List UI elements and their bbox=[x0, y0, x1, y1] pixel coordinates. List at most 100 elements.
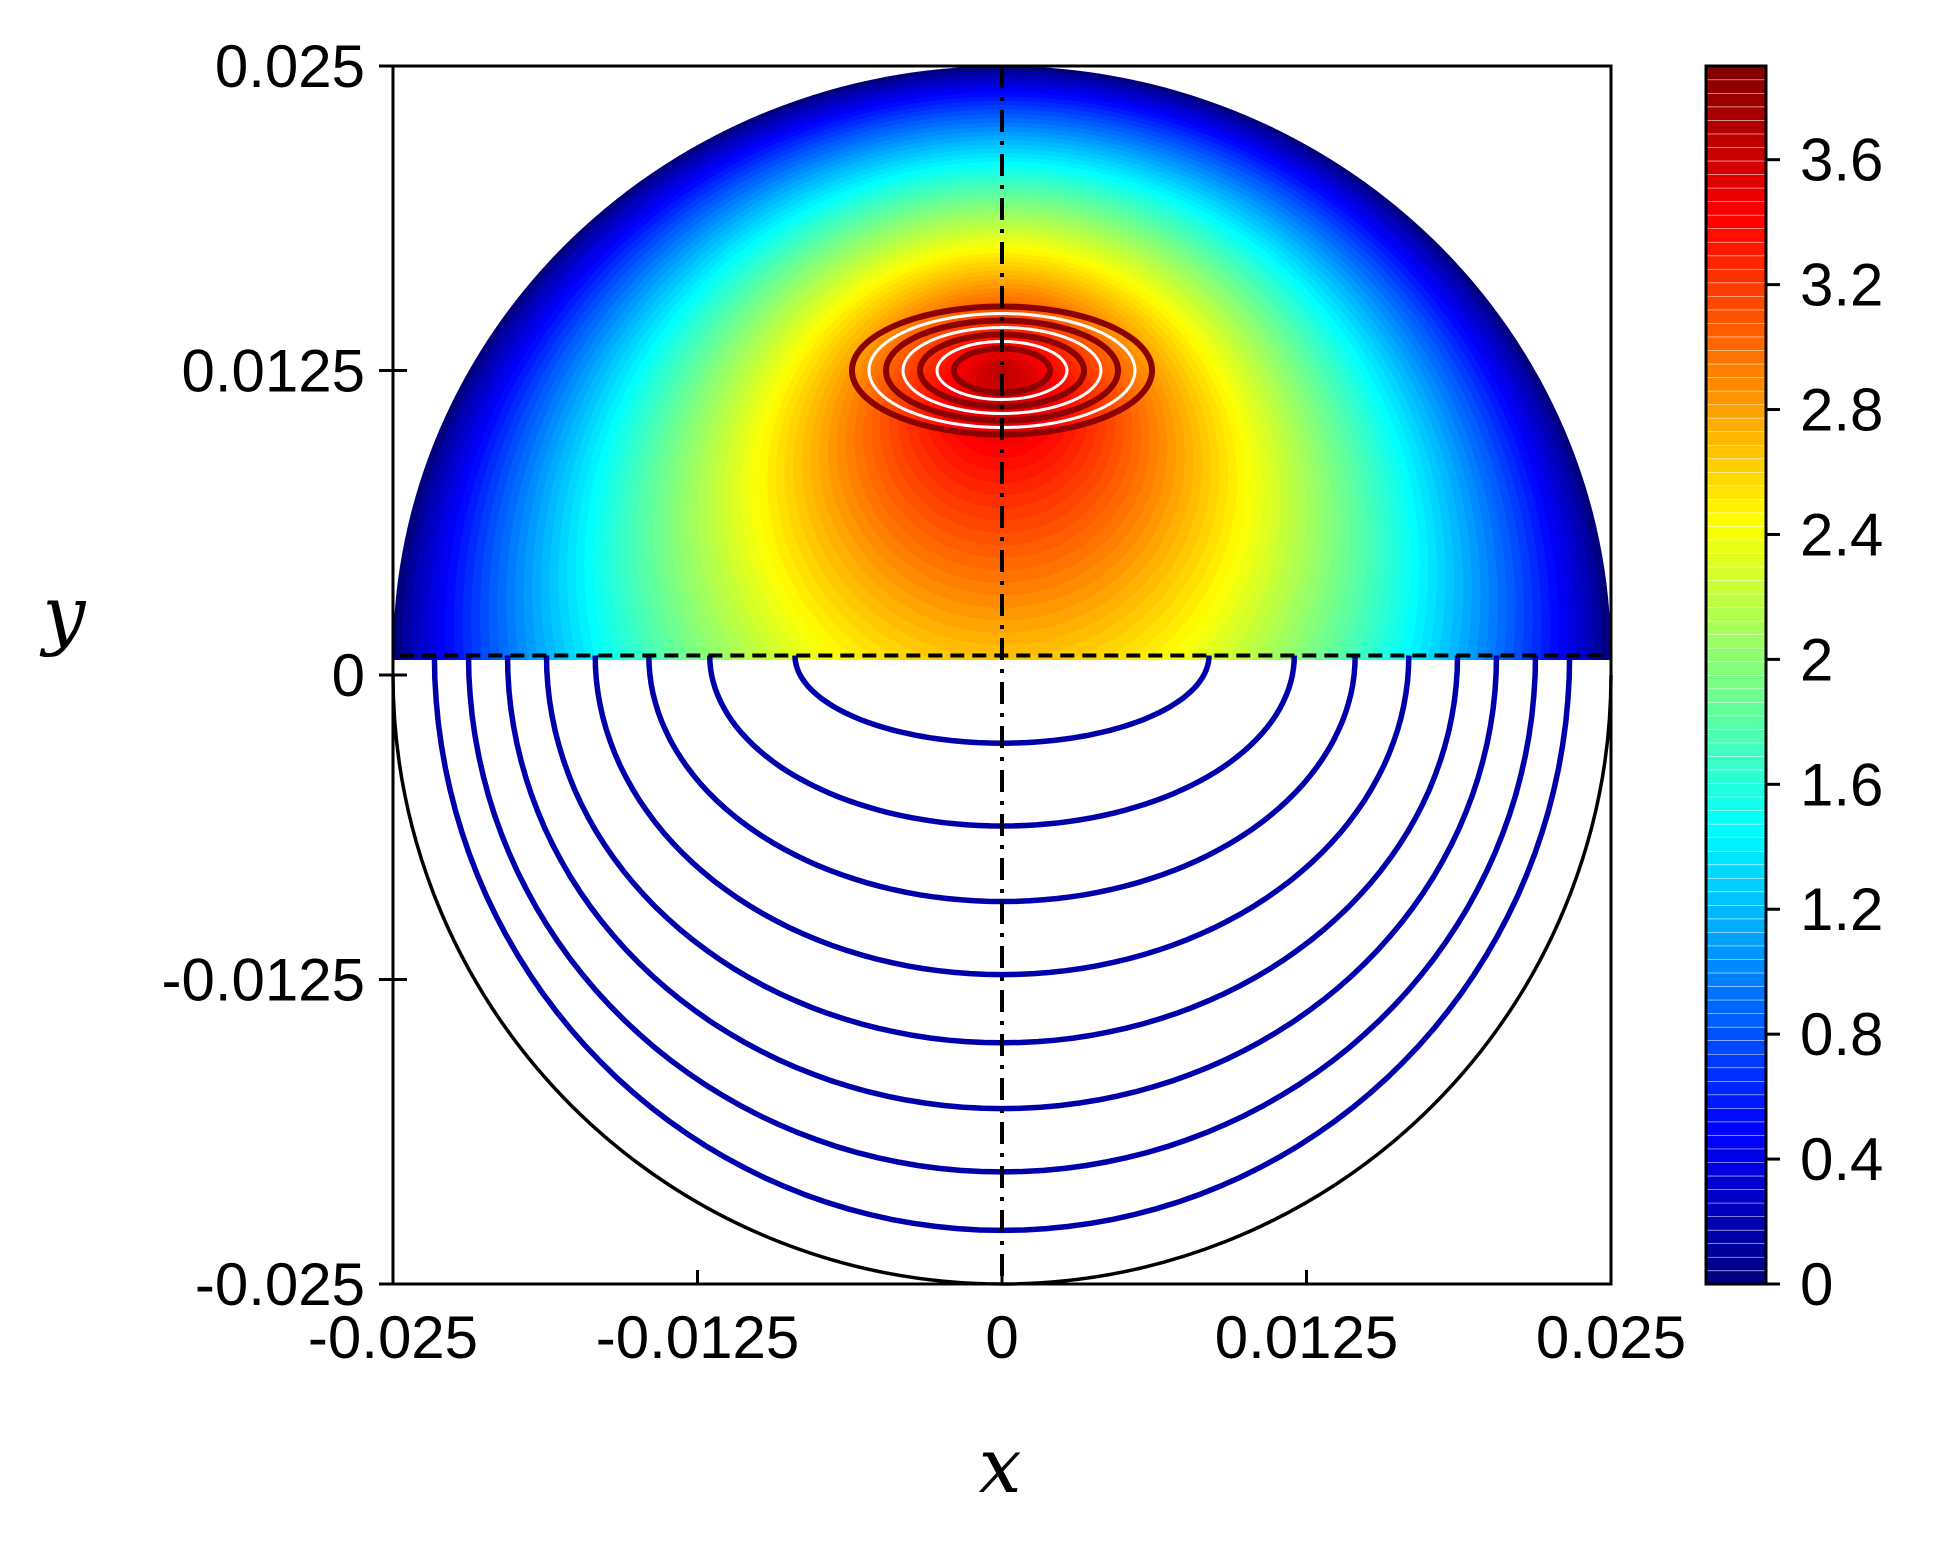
colorbar-level bbox=[1706, 634, 1766, 648]
x-tick-label: -0.0125 bbox=[596, 1304, 800, 1371]
colorbar-level bbox=[1706, 377, 1766, 391]
colorbar-level bbox=[1706, 228, 1766, 242]
colorbar-level bbox=[1706, 147, 1766, 161]
colorbar-level bbox=[1706, 850, 1766, 865]
colorbar-level bbox=[1706, 905, 1766, 919]
colorbar-level bbox=[1706, 945, 1766, 960]
colorbar-level bbox=[1706, 742, 1766, 757]
colorbar-level bbox=[1706, 715, 1766, 730]
colorbar-tick-label: 0.8 bbox=[1800, 1001, 1883, 1068]
colorbar-level bbox=[1706, 702, 1766, 716]
colorbar-level bbox=[1706, 864, 1766, 878]
colorbar-level bbox=[1706, 593, 1766, 608]
colorbar-level bbox=[1706, 66, 1766, 80]
colorbar-level bbox=[1706, 756, 1766, 770]
colorbar-level bbox=[1706, 783, 1766, 797]
colorbar-level bbox=[1706, 986, 1766, 1000]
colorbar-level bbox=[1706, 133, 1766, 148]
x-tick-label: 0.0125 bbox=[1215, 1304, 1399, 1371]
colorbar-level bbox=[1706, 214, 1766, 229]
colorbar-tick-label: 0.4 bbox=[1800, 1126, 1883, 1193]
colorbar-level bbox=[1706, 241, 1766, 256]
colorbar-tick-label: 3.2 bbox=[1800, 252, 1883, 319]
colorbar-level bbox=[1706, 363, 1766, 378]
colorbar-level bbox=[1706, 1175, 1766, 1190]
colorbar-level bbox=[1706, 769, 1766, 784]
colorbar-level bbox=[1706, 620, 1766, 635]
colorbar-level bbox=[1706, 1081, 1766, 1095]
colorbar-level bbox=[1706, 431, 1766, 445]
lower-contour-line bbox=[504, 655, 1500, 1112]
colorbar-level bbox=[1706, 296, 1766, 310]
colorbar-level bbox=[1706, 1135, 1766, 1149]
colorbar-level bbox=[1706, 972, 1766, 987]
colorbar-tick-label: 1.2 bbox=[1800, 876, 1883, 943]
colorbar bbox=[1704, 64, 1768, 1286]
colorbar-level bbox=[1706, 810, 1766, 824]
colorbar-level bbox=[1706, 404, 1766, 418]
colorbar-level bbox=[1706, 269, 1766, 283]
colorbar-level bbox=[1706, 120, 1766, 134]
x-tick-label: 0 bbox=[985, 1304, 1018, 1371]
colorbar-level bbox=[1706, 336, 1766, 351]
x-tick-label: 0.025 bbox=[1536, 1304, 1686, 1371]
colorbar-level bbox=[1706, 390, 1766, 405]
colorbar-level bbox=[1706, 661, 1766, 675]
y-tick-label: -0.025 bbox=[195, 1251, 365, 1318]
upper-half-filled-contours bbox=[393, 66, 1611, 660]
colorbar-level bbox=[1706, 499, 1766, 513]
colorbar-tick-label: 2.4 bbox=[1800, 501, 1883, 568]
colorbar-level bbox=[1706, 729, 1766, 743]
colorbar-level bbox=[1706, 309, 1766, 324]
colorbar-level bbox=[1706, 1216, 1766, 1230]
peak-contour-ring bbox=[901, 326, 1103, 415]
colorbar-frame bbox=[1704, 64, 1768, 1286]
colorbar-level bbox=[1706, 823, 1766, 838]
colorbar-level bbox=[1706, 796, 1766, 811]
colorbar-level bbox=[1706, 932, 1766, 946]
colorbar-level bbox=[1706, 1040, 1766, 1054]
colorbar-level bbox=[1706, 566, 1766, 581]
y-axis-ticks: -0.025 -0.0125 0 0.0125 0.025 bbox=[162, 33, 407, 1318]
colorbar-level bbox=[1706, 1270, 1766, 1284]
x-axis-label: x bbox=[979, 1421, 1022, 1510]
colorbar-tick-label: 2.8 bbox=[1800, 377, 1883, 444]
colorbar-level bbox=[1706, 1121, 1766, 1136]
colorbar-level bbox=[1706, 647, 1766, 662]
colorbar-level bbox=[1706, 106, 1766, 121]
colorbar-tick-label: 3.6 bbox=[1800, 127, 1883, 194]
colorbar-level bbox=[1706, 918, 1766, 933]
colorbar-level bbox=[1706, 323, 1766, 337]
colorbar-level bbox=[1706, 1053, 1766, 1068]
colorbar-level bbox=[1706, 999, 1766, 1014]
y-tick-label: 0.025 bbox=[215, 33, 365, 100]
colorbar-level bbox=[1706, 1067, 1766, 1081]
colorbar-level bbox=[1706, 1013, 1766, 1027]
colorbar-level bbox=[1706, 174, 1766, 188]
colorbar-level bbox=[1706, 485, 1766, 500]
colorbar-level bbox=[1706, 580, 1766, 594]
colorbar-level bbox=[1706, 160, 1766, 175]
colorbar-level bbox=[1706, 1148, 1766, 1163]
colorbar-tick-label: 1.6 bbox=[1800, 751, 1883, 818]
x-axis-ticks: -0.025 -0.0125 0 0.0125 0.025 bbox=[308, 1270, 1686, 1371]
colorbar-level bbox=[1706, 675, 1766, 689]
colorbar-level bbox=[1706, 255, 1766, 269]
colorbar-level bbox=[1706, 959, 1766, 973]
lower-contour-line bbox=[592, 655, 1412, 978]
colorbar-level bbox=[1706, 1256, 1766, 1271]
colorbar-ticks: 0 0.4 0.8 1.2 1.6 2 2.4 2.8 3.2 3.6 bbox=[1766, 127, 1883, 1318]
colorbar-level bbox=[1706, 878, 1766, 892]
colorbar-tick-label: 0 bbox=[1800, 1251, 1833, 1318]
y-tick-label: 0.0125 bbox=[181, 338, 365, 405]
lower-contour-line bbox=[646, 655, 1358, 905]
colorbar-level bbox=[1706, 282, 1766, 297]
colorbar-level bbox=[1706, 1243, 1766, 1257]
colorbar-level bbox=[1706, 187, 1766, 202]
y-axis-label: y bbox=[40, 569, 87, 658]
colorbar-level bbox=[1706, 444, 1766, 459]
colorbar-level bbox=[1706, 1026, 1766, 1041]
colorbar-level bbox=[1706, 458, 1766, 472]
colorbar-level bbox=[1706, 1189, 1766, 1203]
